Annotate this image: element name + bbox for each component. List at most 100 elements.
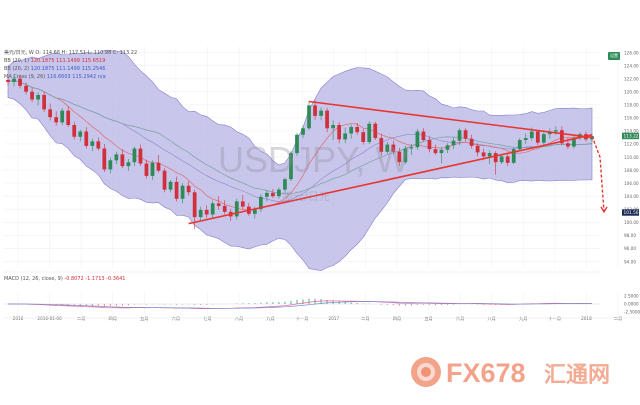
candle-body [6, 79, 10, 82]
x-tick-label: 五月 [424, 316, 432, 322]
macd-line [7, 300, 593, 310]
candle-body [505, 156, 510, 163]
macd-label: MACD (12, 26, close, 9) [4, 276, 63, 282]
y-tick-label: 112.00 [624, 142, 639, 147]
lower-trend-line [188, 134, 593, 225]
candle-body [403, 148, 408, 163]
candle-body [463, 130, 468, 139]
x-tick-label: 2016-01-06 [37, 316, 62, 321]
bb2-legend: BB (20, 2) 120.1875 111.1499 115.2546 [4, 66, 105, 73]
candle-body [566, 143, 570, 147]
candle-body [138, 148, 143, 164]
macd-tick-label: -2.5000 [624, 310, 640, 315]
candle-body [216, 203, 221, 206]
x-tick-label: 二月 [77, 316, 85, 322]
y-tick-label: 120.00 [624, 90, 639, 95]
candle-body [529, 131, 534, 139]
candle-body [180, 185, 185, 199]
candle-body [499, 156, 504, 163]
target-price-tag-bg [622, 209, 639, 216]
candle-body [36, 94, 40, 100]
x-tick-label: 2016 [13, 316, 24, 321]
candle-body [337, 125, 342, 140]
candle-body [493, 153, 498, 163]
x-tick-label: 九月 [266, 315, 274, 322]
symbol-watermark-cn: 美元/日元 [282, 190, 330, 203]
candle-body [541, 134, 546, 143]
x-tick-label: 四月 [109, 316, 117, 322]
bollinger-band [7, 50, 593, 271]
candle-body [415, 131, 420, 148]
macd-legend: MACD (12, 26, close, 9) -0.8072 -1.1713 … [4, 276, 125, 283]
y-tick-label: 106.00 [624, 181, 639, 186]
candle-body [198, 209, 203, 218]
candle-body [30, 91, 34, 100]
y-tick-label: 122.00 [624, 76, 639, 81]
candle-body [283, 179, 287, 190]
x-tick-label: 2017 [328, 316, 339, 321]
x-tick-label: 二月 [361, 316, 369, 322]
candle-body [186, 185, 191, 193]
fx678-logo-icon: FX678 汇通网 [411, 357, 610, 388]
candle-body [78, 131, 83, 137]
ma-label: MA Cross (9, 26) [4, 74, 46, 80]
x-tick-label: 八月 [487, 316, 495, 322]
x-tick-label: 2018 [581, 316, 592, 321]
y-tick-label: 94.00 [624, 259, 636, 264]
candle-body [343, 133, 348, 140]
candle-body [84, 131, 89, 146]
candle-body [252, 209, 257, 214]
candle-body [427, 140, 432, 150]
candle-body [54, 117, 59, 123]
y-tick-label: 116.00 [624, 116, 639, 121]
chart-settings-button[interactable]: 设置 [608, 52, 620, 60]
candle-body [517, 140, 522, 150]
y-tick-label: 126.00 [624, 50, 639, 55]
y-tick-label: 100.00 [624, 220, 639, 225]
candle-body [48, 109, 53, 118]
y-tick-label: 108.00 [624, 168, 639, 173]
candle-body [355, 126, 360, 133]
y-tick-label: 96.00 [624, 246, 636, 251]
candle-body [475, 145, 480, 153]
candle-body [325, 110, 329, 129]
candle-body [156, 162, 161, 171]
candle-body [60, 110, 65, 123]
candle-body [265, 192, 269, 197]
candle-body [385, 144, 390, 152]
candle-body [24, 85, 28, 92]
candle-body [379, 138, 384, 152]
candle-body [523, 138, 528, 141]
candle-body [90, 141, 95, 146]
candle-body [240, 201, 245, 207]
candle-body [481, 152, 486, 157]
x-tick-label: 六月 [456, 315, 464, 322]
candle-body [331, 125, 335, 129]
y-tick-label: 124.00 [624, 63, 639, 68]
candle-body [295, 134, 299, 154]
projection-arrow-line [591, 135, 605, 212]
fx678-brand-cn: 汇通网 [544, 363, 610, 388]
candle-body [487, 153, 492, 157]
macd-values: -0.8072 -1.1713 -0.3641 [64, 276, 126, 282]
macd-tick-label: 0.0000 [624, 302, 639, 307]
projection-arrow-head [600, 206, 608, 214]
last-price-tag-bg [622, 132, 639, 140]
candle-body [572, 138, 576, 147]
ma-legend: MA Cross (9, 26) 116.6603 115.2942 n/a [4, 74, 106, 81]
y-tick-label: 104.00 [624, 194, 639, 199]
candle-body [307, 105, 311, 129]
candle-body [433, 149, 438, 154]
candle-body [409, 147, 414, 149]
candle-body [162, 170, 167, 190]
candle-body [168, 181, 173, 190]
candle-body [144, 163, 149, 176]
candle-body [258, 196, 263, 210]
candle-body [469, 138, 474, 146]
x-tick-label: 六月 [172, 315, 180, 322]
candle-body [72, 125, 77, 137]
candle-body [271, 192, 275, 197]
fx678-watermark: FX678 汇通网 [406, 352, 616, 392]
